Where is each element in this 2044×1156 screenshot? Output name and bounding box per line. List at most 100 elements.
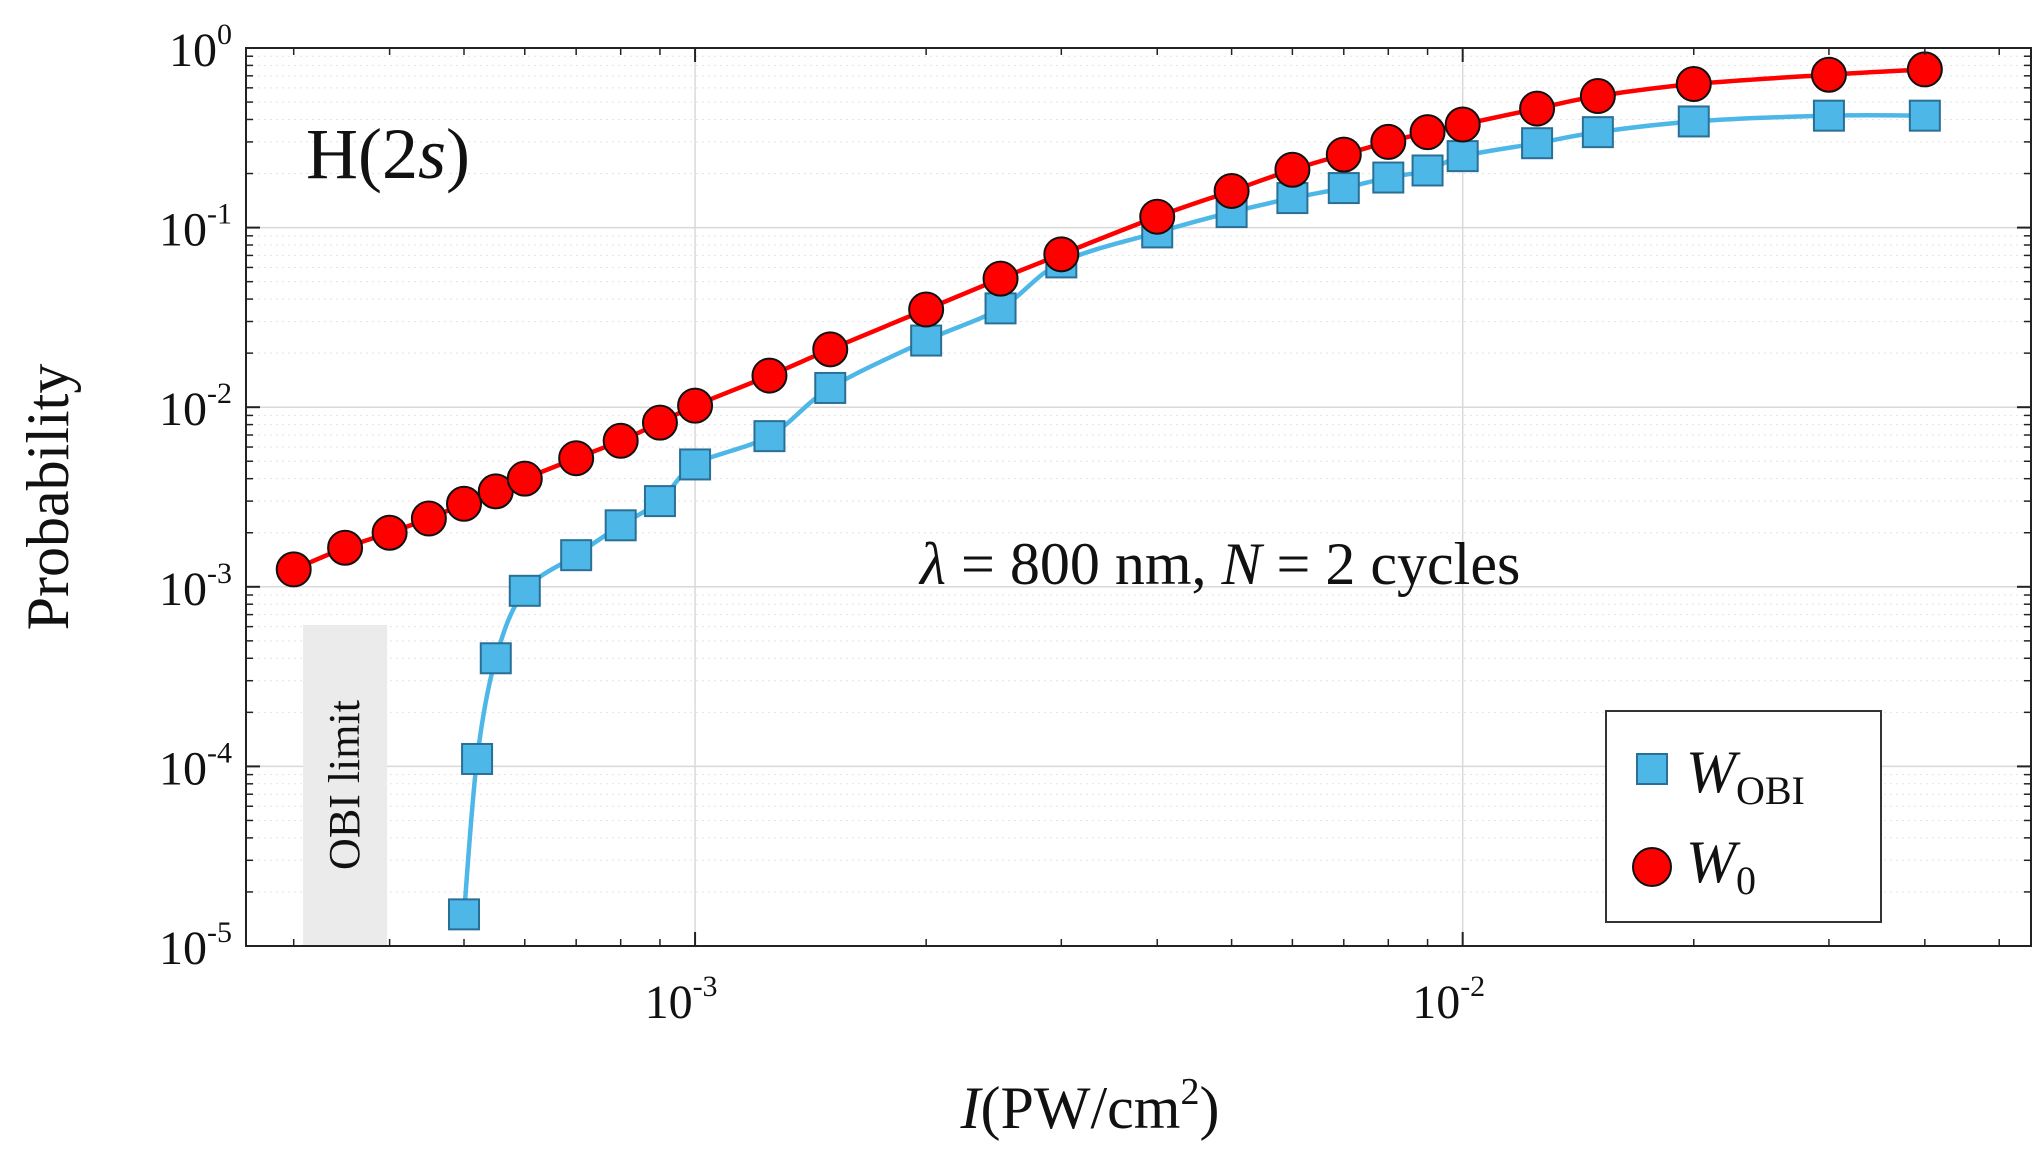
point-w_obi bbox=[508, 574, 541, 607]
point-w0 bbox=[677, 387, 714, 424]
point-w_obi bbox=[984, 292, 1017, 325]
point-w0 bbox=[1810, 56, 1847, 93]
point-w0 bbox=[751, 357, 788, 394]
state-prefix: H(2 bbox=[306, 114, 418, 194]
point-w_obi bbox=[1446, 140, 1479, 173]
x-tick-labels: 10-3 10-2 bbox=[645, 970, 1486, 1029]
point-w_obi bbox=[1908, 99, 1941, 132]
point-w0 bbox=[1043, 236, 1080, 273]
y-tick-label: 10-4 bbox=[159, 736, 232, 795]
point-w0 bbox=[506, 460, 543, 497]
point-w0 bbox=[410, 500, 447, 537]
point-w0 bbox=[982, 260, 1019, 297]
legend-marker-wobi bbox=[1636, 753, 1668, 785]
n-symbol: N bbox=[1221, 531, 1265, 597]
point-w0 bbox=[1274, 151, 1311, 188]
x-tick-label: 10-3 bbox=[645, 970, 718, 1029]
point-w0 bbox=[1444, 106, 1481, 143]
obi-limit-label: OBI limit bbox=[320, 700, 369, 870]
point-w0 bbox=[1213, 172, 1250, 209]
point-w0 bbox=[1325, 136, 1362, 173]
y-tick-base: 10 bbox=[159, 563, 207, 616]
point-w_obi bbox=[1327, 172, 1360, 205]
lambda-symbol: λ bbox=[918, 531, 946, 597]
legend-w0-sub: 0 bbox=[1736, 858, 1756, 903]
legend-label-wobi: WOBI bbox=[1686, 739, 1805, 813]
y-tick-exp: -5 bbox=[207, 916, 232, 949]
point-w_obi bbox=[560, 539, 593, 572]
y-tick-label: 10-1 bbox=[159, 198, 232, 257]
point-w0 bbox=[812, 331, 849, 368]
point-w_obi bbox=[1812, 99, 1845, 132]
point-w0 bbox=[371, 514, 408, 551]
point-w0 bbox=[602, 422, 639, 459]
point-w0 bbox=[1906, 51, 1943, 88]
point-w0 bbox=[1139, 198, 1176, 235]
point-w_obi bbox=[461, 742, 494, 775]
axis-ticks bbox=[246, 47, 2031, 947]
legend-label-w0: W0 bbox=[1686, 829, 1756, 903]
plot-frame bbox=[245, 47, 2032, 947]
legend: WOBI W0 bbox=[1605, 710, 1882, 923]
y-tick-exp: 0 bbox=[217, 18, 232, 51]
point-w_obi bbox=[1521, 127, 1554, 160]
point-w0 bbox=[1519, 90, 1556, 127]
obi-limit-annotation: OBI limit bbox=[303, 625, 388, 946]
x-axis-title: I(PW/cm2) bbox=[960, 1071, 1220, 1141]
y-tick-exp: -1 bbox=[207, 198, 232, 231]
point-w0 bbox=[908, 291, 945, 328]
y-tick-label: 10-5 bbox=[159, 916, 232, 975]
point-w_obi bbox=[1581, 116, 1614, 149]
legend-wobi-sub: OBI bbox=[1736, 768, 1805, 813]
point-w0 bbox=[641, 404, 678, 441]
legend-wobi-symbol: W bbox=[1686, 739, 1741, 805]
x-axis-unit-exp: 2 bbox=[1180, 1071, 1199, 1113]
point-w_obi bbox=[604, 509, 637, 542]
y-tick-base: 10 bbox=[159, 383, 207, 436]
point-w_obi bbox=[814, 371, 847, 404]
n-value: = 2 cycles bbox=[1262, 531, 1521, 597]
y-tick-label: 10-2 bbox=[159, 377, 232, 436]
point-w0 bbox=[1579, 78, 1616, 115]
point-w_obi bbox=[1372, 161, 1405, 194]
y-tick-label: 100 bbox=[169, 18, 232, 77]
x-axis-var: I bbox=[960, 1075, 984, 1141]
point-w0 bbox=[1675, 66, 1712, 103]
state-var: s bbox=[418, 114, 446, 194]
x-axis-unit-close: ) bbox=[1199, 1075, 1219, 1141]
y-axis-title: Probability bbox=[15, 364, 81, 631]
legend-marker-w0 bbox=[1632, 847, 1672, 887]
point-w_obi bbox=[910, 324, 943, 357]
y-tick-base: 10 bbox=[169, 24, 217, 77]
y-tick-label: 10-3 bbox=[159, 557, 232, 616]
point-w_obi bbox=[447, 898, 480, 931]
point-w_obi bbox=[679, 448, 712, 481]
series-markers bbox=[275, 51, 1943, 931]
point-w0 bbox=[558, 440, 595, 477]
point-w_obi bbox=[643, 485, 676, 518]
lambda-value: = 800 nm, bbox=[946, 531, 1222, 597]
legend-w0-symbol: W bbox=[1686, 829, 1741, 895]
x-axis-unit: (PW/cm bbox=[981, 1075, 1181, 1141]
params-label: λ = 800 nm, N = 2 cycles bbox=[918, 531, 1520, 597]
y-tick-base: 10 bbox=[159, 742, 207, 795]
state-label: H(2s) bbox=[306, 114, 470, 194]
y-tick-base: 10 bbox=[159, 204, 207, 257]
x-tick-exp: -2 bbox=[1460, 970, 1485, 1003]
x-tick-base: 10 bbox=[1412, 976, 1460, 1029]
point-w_obi bbox=[1677, 105, 1710, 138]
point-w0 bbox=[327, 529, 364, 566]
x-tick-base: 10 bbox=[645, 976, 693, 1029]
point-w_obi bbox=[1411, 154, 1444, 187]
x-tick-label: 10-2 bbox=[1412, 970, 1485, 1029]
point-w_obi bbox=[1276, 182, 1309, 215]
point-w0 bbox=[1370, 123, 1407, 160]
x-tick-exp: -3 bbox=[693, 970, 718, 1003]
point-w0 bbox=[445, 485, 482, 522]
y-tick-base: 10 bbox=[159, 922, 207, 975]
y-tick-exp: -3 bbox=[207, 557, 232, 590]
state-suffix: ) bbox=[446, 114, 470, 194]
point-w0 bbox=[275, 551, 312, 588]
